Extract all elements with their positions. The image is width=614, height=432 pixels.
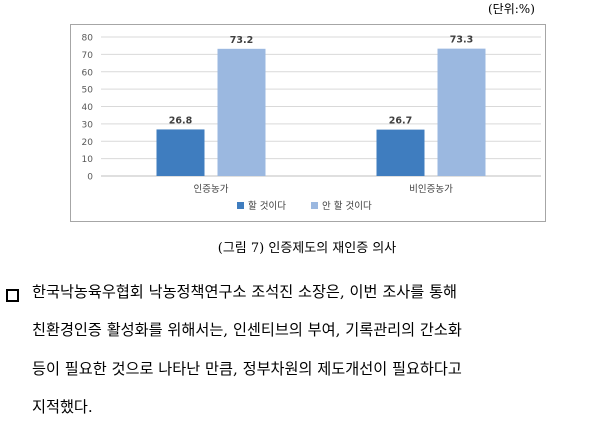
y-tick-label: 40: [82, 103, 94, 113]
bar-chart: 80 70 60 50 40 30 20 10 0 26.8 73.2 인증농가 26.7 73.3 비인증…: [82, 34, 541, 212]
category-label: 비인증농가: [409, 184, 453, 195]
chart-frame: 80 70 60 50 40 30 20 10 0 26.8 73.2 인증농가 26.7 73.3 비인증…: [70, 24, 546, 222]
data-label: 73.2: [230, 35, 253, 46]
y-tick-label: 10: [82, 155, 94, 165]
bar: [376, 129, 425, 176]
y-tick-label: 70: [82, 51, 94, 61]
y-tick-label: 20: [82, 138, 94, 148]
data-label: 26.8: [169, 115, 193, 126]
legend-swatch: [311, 202, 318, 209]
square-bullet-icon: [6, 289, 19, 302]
unit-label: (단위:%): [488, 2, 535, 16]
bar: [156, 129, 205, 176]
paragraph-line-4: 지적했다.: [32, 398, 93, 416]
paragraph-line-2: 친환경인증 활성화를 위해서는, 인센티브의 부여, 기록관리의 간소화: [32, 321, 462, 339]
figure-caption: (그림 7) 인증제도의 재인증 의사: [217, 241, 397, 256]
legend-label: 할 것이다: [248, 201, 286, 212]
legend-label: 안 할 것이다: [322, 201, 372, 212]
legend-swatch: [237, 202, 244, 209]
y-tick-label: 60: [82, 68, 94, 78]
paragraph-line-3: 등이 필요한 것으로 나타난 만큼, 정부차원의 제도개선이 필요하다고: [32, 360, 462, 378]
y-tick-label: 0: [87, 173, 93, 183]
y-tick-label: 80: [82, 34, 94, 44]
data-label: 26.7: [389, 116, 412, 127]
paragraph-line-1: 한국낙농육우협회 낙농정책연구소 조석진 소장은, 이번 조사를 통해: [32, 283, 458, 301]
bar: [217, 48, 266, 176]
y-tick-label: 30: [82, 120, 94, 130]
data-label: 73.3: [450, 35, 473, 46]
bar: [437, 48, 486, 176]
category-label: 인증농가: [194, 184, 229, 195]
y-tick-label: 50: [82, 86, 94, 96]
